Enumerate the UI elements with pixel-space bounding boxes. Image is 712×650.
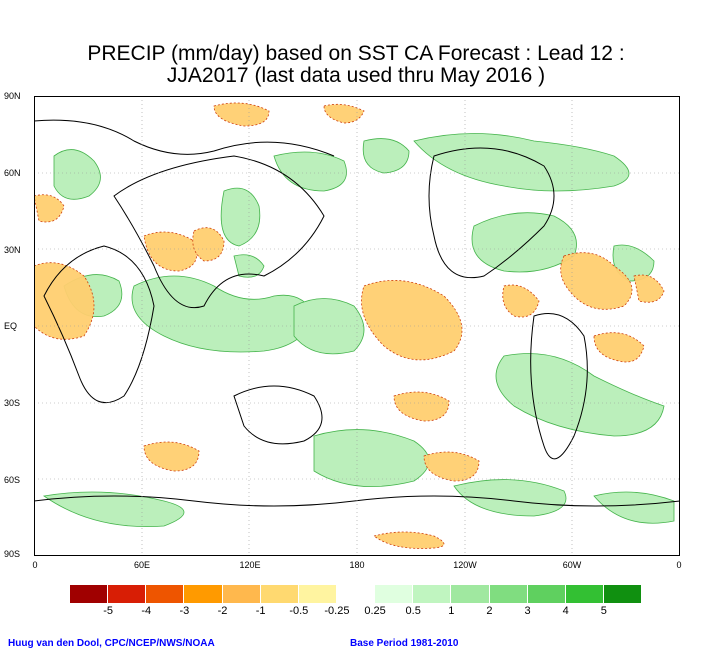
legend-label: 4: [562, 605, 569, 617]
legend-label: -4: [141, 605, 152, 617]
legend-swatch: [565, 585, 604, 603]
legend-swatch: [527, 585, 566, 603]
legend-label: 0.5: [405, 605, 421, 617]
legend-label: -5: [103, 605, 114, 617]
lon-label-120e: 120E: [239, 560, 261, 570]
legend-label: 1: [448, 605, 455, 617]
legend-swatch: [603, 585, 643, 603]
legend-label: -0.5: [289, 605, 309, 617]
legend-swatch: [489, 585, 528, 603]
legend-label: 0.25: [364, 605, 386, 617]
legend-label: 3: [524, 605, 531, 617]
legend-label: -0.25: [324, 605, 350, 617]
lat-label-90n: 90N: [4, 91, 21, 101]
legend-label: 5: [600, 605, 607, 617]
legend-label: -3: [179, 605, 190, 617]
lat-label-30s: 30S: [4, 398, 21, 408]
map-title-line-1: PRECIP (mm/day) based on SST CA Forecast…: [87, 42, 625, 65]
lon-label-0: 0: [32, 560, 38, 570]
legend-label: -2: [217, 605, 228, 617]
lon-label-120w: 120W: [453, 560, 477, 570]
legend-swatch: [413, 585, 452, 603]
legend-swatch: [298, 585, 337, 603]
lat-label-60n: 60N: [4, 168, 21, 178]
legend-swatch: [146, 585, 185, 603]
legend-swatch: [375, 585, 414, 603]
legend-swatch: [70, 585, 109, 603]
lon-label-60w: 60W: [562, 560, 582, 570]
map-title-line-2: JJA2017 (last data used thru May 2016 ): [166, 64, 546, 87]
legend-swatch: [451, 585, 490, 603]
legend-swatch: [336, 585, 376, 603]
lat-label-eq: EQ: [4, 321, 18, 331]
credit-author: Huug van den Dool, CPC/NCEP/NWS/NOAA: [8, 638, 215, 649]
coastlines: [34, 119, 680, 507]
lat-label-90s: 90S: [4, 549, 21, 559]
map-frame: [34, 96, 680, 556]
negative-anomaly-regions: [34, 102, 665, 549]
legend-swatch: [260, 585, 299, 603]
lat-label-60s: 60S: [4, 475, 21, 485]
legend-label: 2: [486, 605, 493, 617]
color-legend: [70, 585, 643, 605]
precip-anomaly-map: [34, 96, 680, 556]
credit-base-period: Base Period 1981-2010: [350, 638, 459, 649]
lon-label-0-east: 0: [676, 560, 682, 570]
legend-label: -1: [255, 605, 266, 617]
lon-label-60e: 60E: [133, 560, 151, 570]
lon-label-180: 180: [349, 560, 365, 570]
legend-swatch: [222, 585, 261, 603]
gridlines: [34, 96, 680, 556]
legend-swatch: [108, 585, 147, 603]
legend-swatch: [184, 585, 223, 603]
lat-label-30n: 30N: [4, 245, 21, 255]
